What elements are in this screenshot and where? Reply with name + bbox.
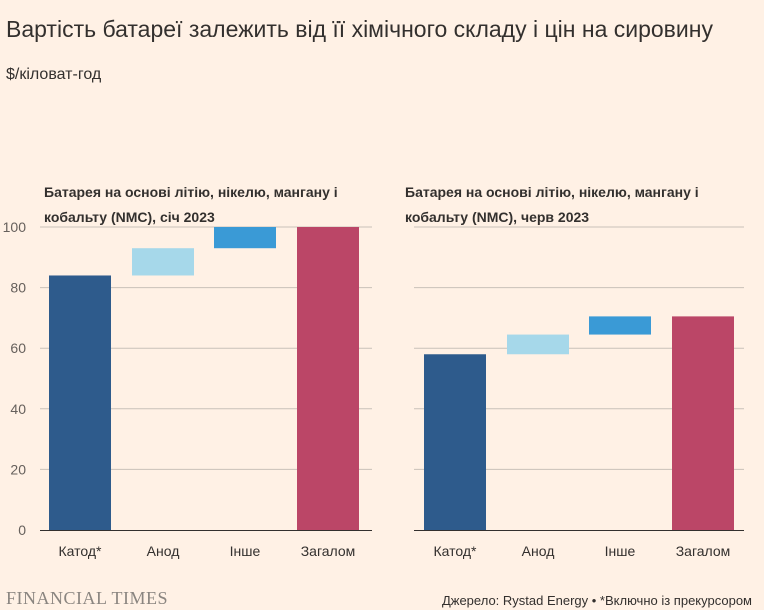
panel-title-right: Батарея на основі літію, нікелю, мангану… bbox=[405, 184, 699, 225]
category-label-1-0: Катод* bbox=[434, 543, 478, 559]
unit-label: $/кіловат-год bbox=[6, 66, 102, 83]
ft-logo: FINANCIAL TIMES bbox=[6, 588, 169, 608]
panel-title-left: Батарея на основі літію, нікелю, мангану… bbox=[44, 184, 338, 225]
y-tick-label-80: 80 bbox=[10, 280, 26, 296]
y-tick-label-20: 20 bbox=[10, 461, 26, 477]
category-label-1-1: Анод bbox=[522, 543, 555, 559]
bar-0-1 bbox=[132, 248, 194, 276]
bar-1-1 bbox=[507, 334, 569, 355]
y-tick-label-60: 60 bbox=[10, 340, 26, 356]
chart-title: Вартість батареї залежить від її хімічно… bbox=[6, 16, 713, 42]
y-tick-label-40: 40 bbox=[10, 401, 26, 417]
category-label-0-0: Катод* bbox=[59, 543, 103, 559]
category-label-1-3: Загалом bbox=[676, 543, 731, 559]
bar-0-2 bbox=[214, 227, 276, 249]
chart-area: 0 20 40 60 80 100 Катод* Анод Інше Загалом Катод* А… bbox=[3, 219, 744, 559]
category-label-0-2: Інше bbox=[230, 543, 261, 559]
bar-1-2 bbox=[589, 316, 651, 335]
bar-1-3 bbox=[672, 316, 734, 530]
category-label-0-1: Анод bbox=[147, 543, 180, 559]
category-label-0-3: Загалом bbox=[301, 543, 356, 559]
source-note: Джерело: Rystad Energy • *Включно із пре… bbox=[441, 593, 752, 608]
bar-0-3 bbox=[297, 227, 359, 530]
bar-0-0 bbox=[49, 275, 111, 530]
y-tick-label-0: 0 bbox=[18, 522, 26, 538]
y-tick-label-100: 100 bbox=[3, 219, 27, 235]
category-label-1-2: Інше bbox=[605, 543, 636, 559]
bar-1-0 bbox=[424, 354, 486, 530]
